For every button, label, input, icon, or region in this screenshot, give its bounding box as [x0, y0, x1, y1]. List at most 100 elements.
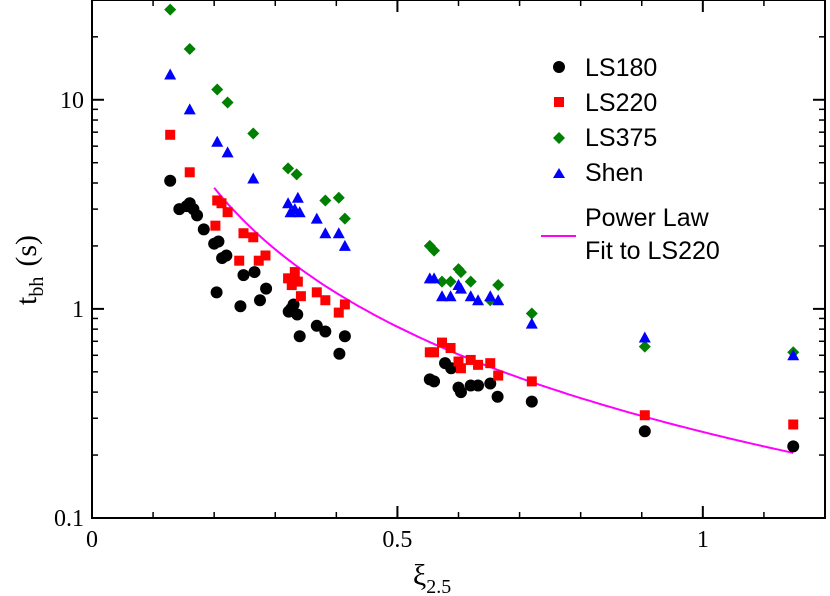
- point-ls180: [260, 282, 273, 295]
- point-ls375: [464, 275, 477, 288]
- point-ls180: [638, 425, 651, 438]
- point-ls375: [211, 83, 224, 96]
- point-ls180: [253, 294, 266, 307]
- legend-marker-ls220: [554, 97, 564, 107]
- point-ls180: [291, 308, 304, 321]
- point-shen: [319, 227, 332, 239]
- legend-marker-ls375: [553, 132, 565, 144]
- x-axis-label: ξ: [413, 559, 426, 592]
- point-ls375: [436, 275, 449, 288]
- y-axis-label-unit: (s): [10, 235, 43, 267]
- point-ls375: [247, 127, 260, 140]
- point-ls220: [238, 228, 249, 239]
- point-ls375: [319, 194, 332, 207]
- point-ls220: [526, 376, 537, 387]
- point-ls180: [491, 390, 504, 403]
- point-ls220: [248, 232, 259, 243]
- point-ls180: [237, 269, 250, 282]
- point-ls375: [282, 162, 295, 175]
- point-ls220: [311, 287, 322, 298]
- point-shen: [525, 317, 538, 329]
- point-shen: [291, 191, 304, 203]
- point-ls220: [216, 198, 227, 209]
- point-ls220: [234, 255, 245, 266]
- point-shen: [454, 282, 467, 294]
- point-ls220: [260, 250, 271, 261]
- legend-label-shen: Shen: [585, 159, 643, 187]
- legend: LS180 LS220 LS375 Shen Power Law Fit to …: [541, 54, 720, 265]
- point-ls220: [493, 370, 504, 381]
- ticks-layer: [91, 0, 826, 519]
- point-ls375: [525, 307, 538, 320]
- point-shen: [247, 172, 260, 184]
- point-ls220: [639, 410, 650, 421]
- y-tick-label: 0.1: [54, 506, 84, 532]
- point-ls180: [310, 319, 323, 332]
- point-ls375: [183, 42, 196, 55]
- point-shen: [310, 212, 323, 224]
- x-axis-title: ξ2.5: [413, 559, 451, 596]
- point-ls220: [184, 167, 195, 178]
- point-ls220: [429, 347, 440, 358]
- points-layer: [164, 3, 800, 453]
- legend-marker-ls180: [553, 61, 565, 73]
- fit-line-layer: [213, 187, 794, 454]
- point-ls180: [191, 209, 204, 222]
- point-ls180: [287, 298, 300, 311]
- point-ls220: [465, 354, 476, 365]
- point-shen: [492, 294, 505, 306]
- legend-label-fit-line2: Fit to LS220: [585, 237, 720, 265]
- point-shen: [464, 290, 477, 302]
- point-shen: [338, 239, 351, 251]
- point-ls375: [221, 96, 234, 109]
- point-ls180: [164, 174, 177, 187]
- legend-marker-shen: [553, 168, 565, 178]
- point-ls220: [286, 280, 297, 291]
- point-ls375: [164, 3, 177, 16]
- point-ls180: [472, 379, 485, 392]
- point-ls220: [210, 220, 221, 231]
- point-shen: [787, 349, 800, 361]
- point-shen: [164, 68, 177, 80]
- point-shen: [472, 294, 485, 306]
- point-shen: [444, 290, 457, 302]
- point-ls180: [787, 440, 800, 453]
- point-ls180: [525, 395, 538, 408]
- point-ls180: [428, 375, 441, 388]
- point-ls220: [473, 359, 484, 370]
- point-shen: [436, 290, 449, 302]
- point-ls220: [437, 337, 448, 348]
- point-ls220: [788, 419, 799, 430]
- point-ls375: [444, 275, 457, 288]
- point-shen: [638, 331, 651, 343]
- point-ls220: [165, 129, 176, 140]
- point-shen: [428, 272, 441, 284]
- point-ls180: [338, 330, 351, 343]
- point-ls180: [293, 330, 306, 343]
- point-ls180: [212, 235, 225, 248]
- point-ls220: [455, 363, 466, 374]
- point-ls180: [333, 347, 346, 360]
- point-ls375: [428, 244, 441, 257]
- point-ls220: [453, 356, 464, 367]
- point-ls180: [234, 300, 247, 313]
- legend-label-fit-line1: Power Law: [585, 204, 710, 232]
- legend-label-ls375: LS375: [585, 124, 657, 152]
- point-ls220: [289, 267, 300, 278]
- y-axis-label-subscript: bh: [26, 277, 48, 297]
- point-ls180: [454, 386, 467, 399]
- point-shen: [282, 197, 295, 209]
- point-ls375: [338, 212, 351, 225]
- x-tick-label: 0: [86, 527, 98, 553]
- point-ls375: [492, 279, 505, 292]
- point-ls220: [292, 276, 303, 287]
- point-shen: [183, 103, 196, 115]
- point-shen: [332, 227, 345, 239]
- point-ls180: [319, 325, 332, 338]
- point-ls220: [222, 207, 233, 218]
- point-ls180: [197, 223, 210, 236]
- point-ls375: [332, 191, 345, 204]
- tick-labels-layer: 0 0.5 1 0.1 1 10: [54, 88, 709, 553]
- point-shen: [211, 135, 224, 147]
- point-ls220: [295, 291, 306, 302]
